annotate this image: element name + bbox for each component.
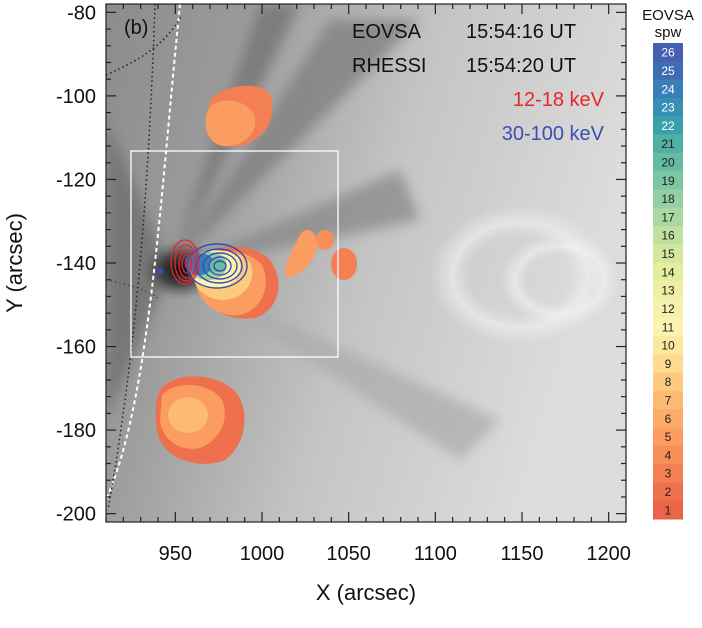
colorbar-level-label: 19: [661, 174, 675, 188]
colorbar-title: EOVSA: [642, 7, 694, 24]
y-axis-label: Y (arcsec): [2, 213, 27, 313]
colorbar-level-label: 18: [661, 192, 675, 206]
eovsa-source-top: [205, 85, 273, 147]
rhessi-time: 15:54:20 UT: [466, 55, 576, 77]
colorbar-level-label: 23: [661, 101, 675, 115]
panel-label: (b): [124, 17, 148, 39]
x-axis-label: X (arcsec): [316, 580, 416, 605]
colorbar-level-label: 7: [665, 394, 672, 408]
colorbar-level-label: 6: [665, 412, 672, 426]
colorbar-swatch: [653, 244, 683, 264]
y-tick-label: -180: [56, 420, 96, 442]
colorbar-level-label: 1: [665, 503, 672, 517]
colorbar-level-label: 8: [665, 375, 672, 389]
colorbar-level-label: 5: [665, 430, 672, 444]
colorbar-swatch: [653, 152, 683, 172]
y-tick-label: -200: [56, 504, 96, 526]
colorbar-swatch: [653, 226, 683, 245]
colorbar-level-label: 12: [661, 302, 675, 316]
colorbar-level-label: 15: [661, 247, 675, 261]
colorbar-swatch: [653, 116, 683, 136]
colorbar-swatch: [653, 97, 683, 117]
x-tick-label: 1100: [414, 543, 457, 565]
grid-line: [107, 4, 156, 511]
eovsa-label: EOVSA: [352, 21, 422, 43]
colorbar-swatch: [653, 281, 683, 300]
colorbar-swatch: [653, 390, 683, 410]
colorbar-level-label: 14: [661, 265, 675, 279]
colorbar-swatch: [653, 79, 683, 99]
colorbar-swatch: [653, 61, 683, 81]
y-tick-label: -140: [56, 253, 96, 275]
high-energy-label: 30-100 keV: [502, 123, 605, 145]
colorbar-level-label: 16: [661, 229, 675, 243]
colorbar-swatch: [653, 262, 683, 282]
axis-ticks: 950 1000 1050 1100 1150 1200 -80 -100 -120 -140 -1…: [56, 2, 631, 565]
x-tick-label: 1200: [586, 543, 631, 565]
colorbar-swatch: [653, 317, 683, 337]
colorbar-level-label: 26: [661, 46, 675, 60]
y-tick-label: -80: [67, 2, 96, 24]
colorbar-swatch: [653, 409, 683, 428]
colorbar-level-label: 13: [661, 284, 675, 298]
colorbar-swatch: [653, 464, 683, 483]
colorbar-swatch: [653, 189, 683, 209]
colorbar-swatch: [653, 445, 683, 465]
colorbar-level-label: 4: [665, 448, 672, 462]
rhessi-small-source: [156, 267, 164, 275]
x-tick-label: 1050: [326, 543, 371, 565]
rhessi-contours-30-100kev: [186, 243, 248, 289]
eovsa-time: 15:54:16 UT: [466, 21, 576, 43]
x-tick-label: 1000: [240, 543, 285, 565]
eovsa-source-bottom: [155, 376, 245, 464]
colorbar-swatch: [653, 171, 683, 190]
colorbar-swatch: [653, 482, 683, 502]
colorbar-swatch: [653, 500, 683, 520]
y-tick-label: -160: [56, 337, 96, 359]
colorbar-level-label: 2: [665, 485, 672, 499]
colorbar-level-label: 21: [661, 137, 675, 151]
colorbar-level-label: 22: [661, 119, 675, 133]
colorbar-level-label: 10: [661, 339, 675, 353]
colorbar-swatch: [653, 354, 683, 374]
y-tick-label: -120: [56, 169, 96, 191]
colorbar-swatch: [653, 43, 683, 62]
x-tick-label: 1150: [500, 543, 543, 565]
colorbar-level-label: 11: [662, 320, 675, 334]
colorbar: 2625242322212019181716151413121110987654…: [653, 43, 683, 520]
colorbar-swatch: [653, 299, 683, 319]
colorbar-subtitle: spw: [655, 24, 682, 41]
colorbar-level-label: 25: [661, 64, 675, 78]
colorbar-swatch: [653, 207, 683, 227]
colorbar-level-label: 24: [661, 82, 675, 96]
colorbar-level-label: 17: [661, 210, 675, 224]
colorbar-swatch: [653, 134, 683, 154]
rhessi-label: RHESSI: [352, 55, 426, 77]
colorbar-level-label: 20: [661, 156, 675, 170]
grid-line: [106, 14, 183, 76]
zoom-box: [130, 150, 339, 358]
colorbar-swatch: [653, 372, 683, 392]
y-tick-label: -100: [56, 86, 96, 108]
image-panel: [106, 4, 626, 522]
x-tick-label: 950: [159, 543, 192, 565]
grid-line: [106, 279, 161, 301]
colorbar-level-label: 3: [665, 467, 672, 481]
colorbar-swatch: [653, 335, 683, 355]
colorbar-swatch: [653, 427, 683, 447]
low-energy-label: 12-18 keV: [513, 89, 605, 111]
colorbar-level-label: 9: [665, 357, 672, 371]
